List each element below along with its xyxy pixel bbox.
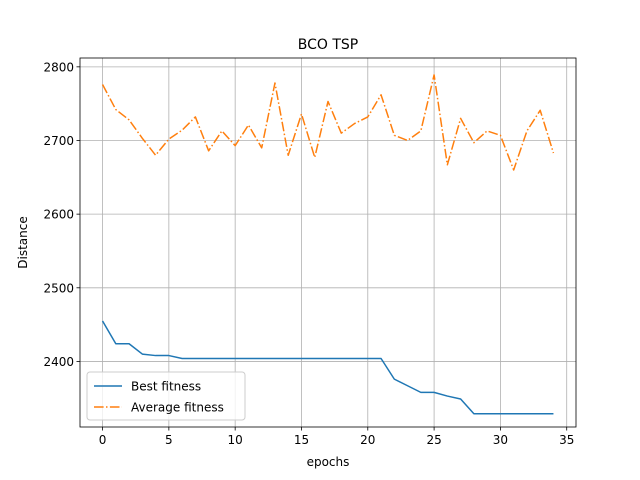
x-tick-label: 20 bbox=[360, 433, 375, 447]
x-tick-label: 5 bbox=[165, 433, 173, 447]
plot-frame bbox=[79, 57, 577, 428]
y-ticks: 2400 2500 2600 2700 2800 bbox=[43, 60, 80, 369]
grid bbox=[80, 58, 576, 427]
x-tick-label: 15 bbox=[294, 433, 309, 447]
chart-title: BCO TSP bbox=[298, 37, 358, 53]
series-layer bbox=[101, 74, 555, 415]
y-tick-label: 2600 bbox=[43, 208, 74, 222]
x-tick-label: 25 bbox=[426, 433, 441, 447]
x-axis-label: epochs bbox=[307, 455, 350, 469]
x-tick-label: 30 bbox=[493, 433, 508, 447]
series-line-best-fitness bbox=[101, 320, 554, 415]
x-tick-label: 0 bbox=[99, 433, 107, 447]
legend-label: Average fitness bbox=[131, 401, 224, 415]
legend-label: Best fitness bbox=[131, 380, 201, 394]
y-tick-label: 2400 bbox=[43, 355, 74, 369]
y-tick-label: 2500 bbox=[43, 281, 74, 295]
y-tick-label: 2800 bbox=[43, 60, 74, 74]
x-ticks: 0 5 10 15 20 25 30 35 bbox=[99, 427, 574, 447]
y-axis-label: Distance bbox=[16, 216, 30, 268]
x-tick-label: 10 bbox=[228, 433, 243, 447]
y-tick-label: 2700 bbox=[43, 134, 74, 148]
legend: Best fitness Average fitness bbox=[86, 371, 246, 421]
legend-box bbox=[86, 371, 246, 421]
series-line-average-fitness bbox=[101, 74, 555, 171]
x-tick-label: 35 bbox=[559, 433, 574, 447]
